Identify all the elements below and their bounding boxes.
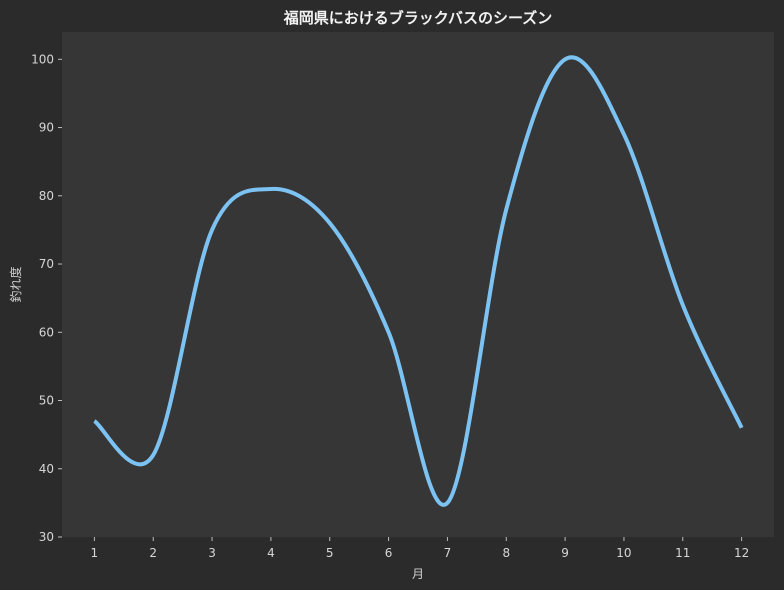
y-tick-label: 30: [39, 530, 54, 544]
x-tick-label: 10: [616, 546, 631, 560]
y-tick-label: 100: [31, 52, 54, 66]
x-tick-label: 5: [326, 546, 334, 560]
x-tick-label: 1: [91, 546, 99, 560]
chart-title: 福岡県におけるブラックバスのシーズン: [283, 9, 553, 27]
series-line-0: [93, 55, 744, 507]
x-tick-label: 8: [502, 546, 510, 560]
x-tick-label: 2: [149, 546, 157, 560]
y-tick-label: 50: [39, 394, 54, 408]
y-tick-label: 40: [39, 462, 54, 476]
x-tick-label: 4: [267, 546, 275, 560]
x-axis: 1 2 3 4 5 6 7 8 9 10 11 12: [91, 537, 749, 560]
y-axis: 30 40 50 60 70 80 90 100: [31, 52, 62, 544]
x-tick-label: 3: [208, 546, 216, 560]
y-axis-label: 釣れ度: [8, 266, 23, 302]
y-tick-label: 60: [39, 325, 54, 339]
x-axis-label: 月: [412, 567, 424, 581]
x-tick-label: 6: [385, 546, 393, 560]
series-group: [93, 55, 744, 507]
y-tick-label: 80: [39, 189, 54, 203]
x-tick-label: 12: [734, 546, 749, 560]
x-tick-label: 11: [675, 546, 690, 560]
x-tick-label: 9: [561, 546, 569, 560]
plot-area: [62, 32, 774, 537]
x-tick-label: 7: [444, 546, 452, 560]
y-tick-label: 90: [39, 121, 54, 135]
y-tick-label: 70: [39, 257, 54, 271]
